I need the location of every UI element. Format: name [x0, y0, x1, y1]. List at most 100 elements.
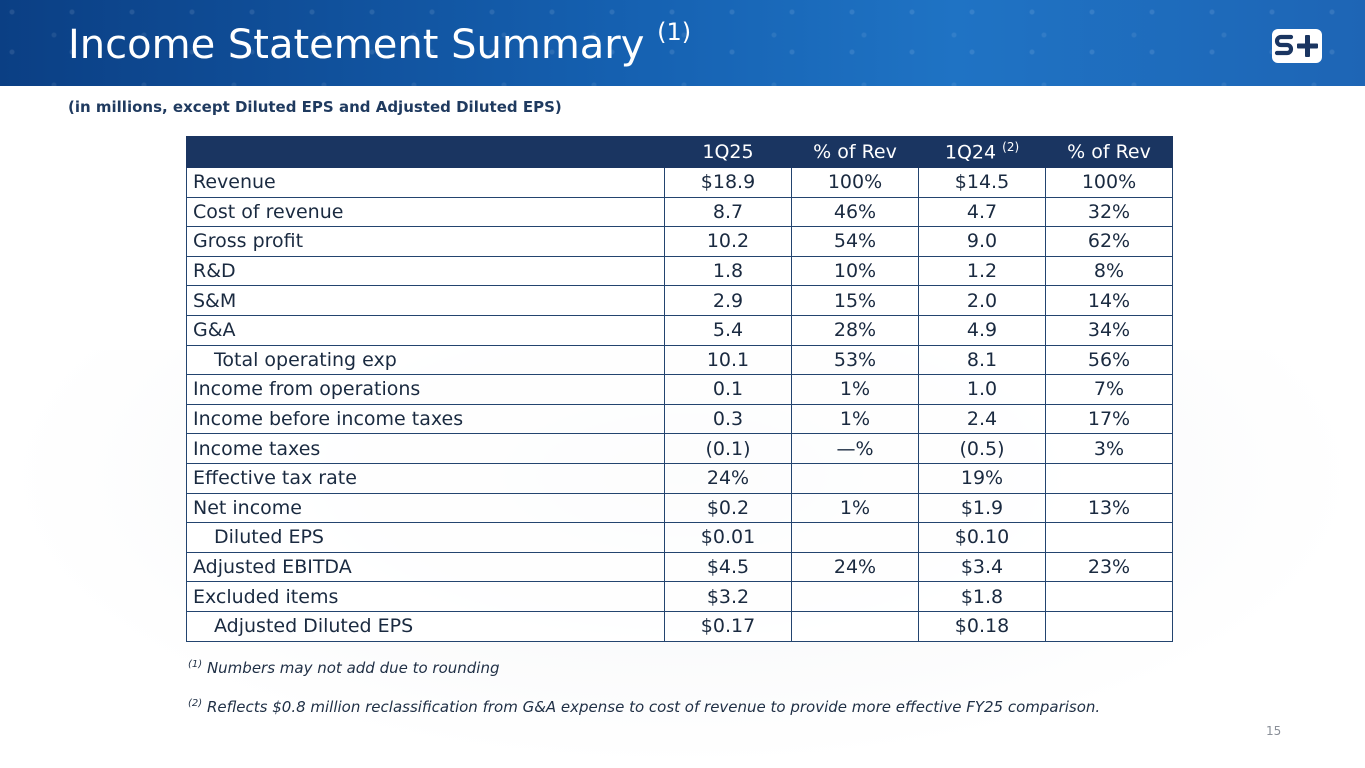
table-row: Income taxes (0.1) —% (0.5) 3% [186, 433, 1173, 464]
cell-1q25: 0.3 [664, 403, 792, 435]
row-label: Net income [186, 492, 665, 524]
column-header-label [186, 136, 665, 168]
page-number: 15 [1266, 724, 1282, 738]
cell-1q25: $3.2 [664, 581, 792, 612]
cell-pct-1q25: —% [791, 433, 919, 464]
cell-1q24: 2.0 [918, 285, 1046, 316]
row-label: Income before income taxes [186, 403, 665, 435]
column-header-1q24-text: 1Q24 [944, 141, 997, 164]
row-label: Diluted EPS [186, 522, 665, 553]
cell-1q25: $18.9 [664, 167, 792, 198]
table-row: Total operating exp 10.1 53% 8.1 56% [186, 344, 1173, 376]
row-label: Excluded items [186, 581, 665, 612]
row-label: S&M [186, 285, 665, 316]
cell-pct-1q25: 54% [791, 226, 919, 257]
row-label: Adjusted Diluted EPS [186, 610, 665, 642]
table-row: Diluted EPS $0.01 $0.10 [186, 522, 1173, 553]
cell-pct-1q24: 23% [1045, 551, 1173, 583]
row-label: Income from operations [186, 374, 665, 405]
cell-pct-1q25 [791, 462, 919, 494]
table-row: Excluded items $3.2 $1.8 [186, 581, 1173, 612]
cell-pct-1q25: 53% [791, 344, 919, 376]
cell-1q24: $1.8 [918, 581, 1046, 612]
footnote-1: (1) Numbers may not add due to rounding [188, 659, 500, 677]
cell-1q24: (0.5) [918, 433, 1046, 464]
column-header-pct-rev-1q25: % of Rev [791, 136, 919, 168]
cell-pct-1q25: 15% [791, 285, 919, 316]
table-row: Revenue $18.9 100% $14.5 100% [186, 167, 1173, 198]
footnote-2-marker: (2) [188, 698, 203, 709]
row-label: Cost of revenue [186, 196, 665, 228]
cell-pct-1q25: 100% [791, 167, 919, 198]
s-plus-logo-icon [1272, 29, 1322, 63]
cell-pct-1q25: 28% [791, 314, 919, 346]
cell-pct-1q24: 100% [1045, 167, 1173, 198]
column-header-1q24-footnote: (2) [1002, 140, 1020, 155]
cell-pct-1q25: 46% [791, 196, 919, 228]
cell-1q25: 2.9 [664, 285, 792, 316]
cell-pct-1q24: 34% [1045, 314, 1173, 346]
cell-1q25: 5.4 [664, 314, 792, 346]
cell-1q25: 10.1 [664, 344, 792, 376]
column-header-pct-rev-1q24: % of Rev [1045, 136, 1173, 168]
table-row: Income from operations 0.1 1% 1.0 7% [186, 374, 1173, 405]
table-row: R&D 1.8 10% 1.2 8% [186, 255, 1173, 287]
row-label: Revenue [186, 167, 665, 198]
cell-1q24: $0.18 [918, 610, 1046, 642]
cell-1q24: 4.9 [918, 314, 1046, 346]
cell-pct-1q25 [791, 522, 919, 553]
column-header-1q25: 1Q25 [664, 136, 792, 168]
cell-1q24: 19% [918, 462, 1046, 494]
row-label: Gross profit [186, 226, 665, 257]
cell-pct-1q24 [1045, 522, 1173, 553]
cell-pct-1q24: 8% [1045, 255, 1173, 287]
row-label: G&A [186, 314, 665, 346]
cell-1q25: $0.2 [664, 492, 792, 524]
footnote-1-text: Numbers may not add due to rounding [206, 659, 500, 677]
row-label: R&D [186, 255, 665, 287]
title-banner: Income Statement Summary (1) [0, 0, 1365, 86]
cell-pct-1q25: 1% [791, 492, 919, 524]
cell-pct-1q24 [1045, 581, 1173, 612]
table-row: S&M 2.9 15% 2.0 14% [186, 285, 1173, 316]
cell-1q25: 24% [664, 462, 792, 494]
page-title-text: Income Statement Summary [68, 22, 645, 68]
cell-1q24: $1.9 [918, 492, 1046, 524]
cell-pct-1q25: 10% [791, 255, 919, 287]
cell-1q25: 8.7 [664, 196, 792, 228]
cell-1q25: (0.1) [664, 433, 792, 464]
cell-1q25: $4.5 [664, 551, 792, 583]
cell-1q24: 9.0 [918, 226, 1046, 257]
table-header-row: 1Q25 % of Rev 1Q24 (2) % of Rev [186, 136, 1173, 168]
cell-pct-1q24: 3% [1045, 433, 1173, 464]
row-label: Total operating exp [186, 344, 665, 376]
cell-1q24: 1.0 [918, 374, 1046, 405]
cell-pct-1q24: 32% [1045, 196, 1173, 228]
table-row: Gross profit 10.2 54% 9.0 62% [186, 226, 1173, 257]
cell-pct-1q24: 17% [1045, 403, 1173, 435]
cell-pct-1q24 [1045, 462, 1173, 494]
footnote-1-marker: (1) [188, 659, 203, 670]
units-subtitle: (in millions, except Diluted EPS and Adj… [68, 98, 562, 116]
income-statement-table: 1Q25 % of Rev 1Q24 (2) % of Rev Revenue … [186, 136, 1173, 642]
table-row: Cost of revenue 8.7 46% 4.7 32% [186, 196, 1173, 228]
row-label: Effective tax rate [186, 462, 665, 494]
cell-1q25: 0.1 [664, 374, 792, 405]
cell-pct-1q25: 1% [791, 403, 919, 435]
table-row: Net income $0.2 1% $1.9 13% [186, 492, 1173, 524]
table-row: Adjusted Diluted EPS $0.17 $0.18 [186, 610, 1173, 642]
cell-pct-1q25: 24% [791, 551, 919, 583]
cell-pct-1q24: 13% [1045, 492, 1173, 524]
title-footnote-marker: (1) [657, 18, 692, 46]
cell-pct-1q25 [791, 610, 919, 642]
cell-1q24: $0.10 [918, 522, 1046, 553]
footnote-2-text: Reflects $0.8 million reclassification f… [206, 698, 1101, 716]
cell-1q24: $3.4 [918, 551, 1046, 583]
row-label: Income taxes [186, 433, 665, 464]
cell-1q25: $0.17 [664, 610, 792, 642]
row-label: Adjusted EBITDA [186, 551, 665, 583]
column-header-1q24: 1Q24 (2) [918, 136, 1046, 168]
cell-pct-1q24: 62% [1045, 226, 1173, 257]
cell-1q24: 2.4 [918, 403, 1046, 435]
table-row: G&A 5.4 28% 4.9 34% [186, 314, 1173, 346]
